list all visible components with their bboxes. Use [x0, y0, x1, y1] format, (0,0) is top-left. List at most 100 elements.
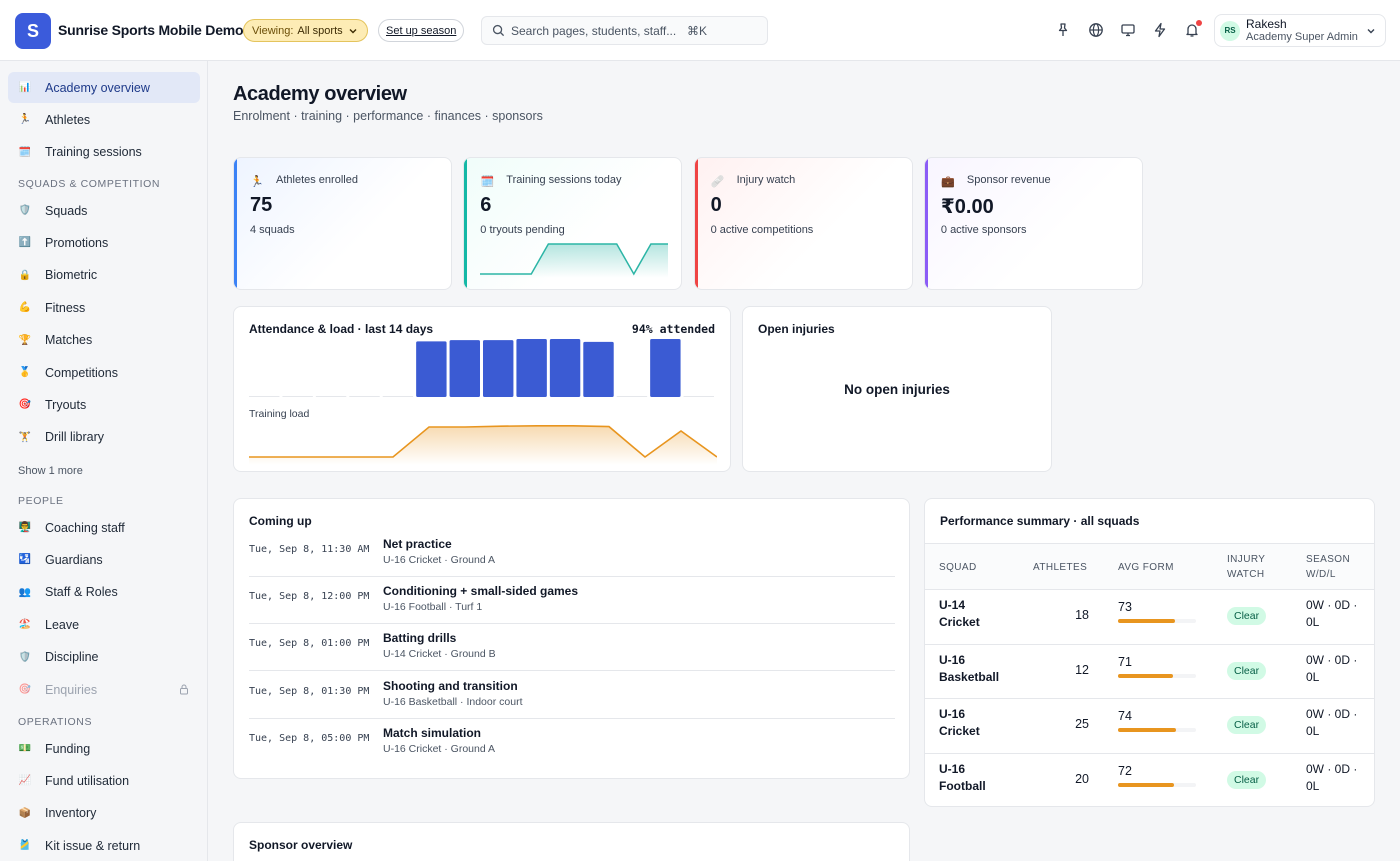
attendance-bar[interactable]	[516, 339, 547, 397]
app-logo[interactable]: S	[15, 13, 51, 49]
sidebar-item-fund-utilisation[interactable]: 📈 Fund utilisation	[8, 765, 200, 796]
open-injuries-card: Open injuries No open injuries	[742, 306, 1052, 472]
sidebar-item-biometric[interactable]: 🔒 Biometric	[8, 260, 200, 291]
event-title: Batting drills	[383, 631, 457, 646]
show-more-link[interactable]: Show 1 more	[18, 465, 83, 477]
sidebar-item-guardians[interactable]: 🛂 Guardians	[8, 544, 200, 575]
app-title[interactable]: Sunrise Sports Mobile Demo	[58, 22, 244, 38]
lock-icon	[180, 684, 188, 695]
col-squad: SQUAD	[939, 562, 977, 573]
sidebar-item-funding[interactable]: 💵 Funding	[8, 733, 200, 764]
lightning-icon[interactable]	[1151, 21, 1169, 39]
kpi-label: Sponsor revenue	[966, 174, 1051, 186]
user-menu[interactable]: RS Rakesh Academy Super Admin	[1214, 14, 1386, 47]
sidebar-item-enquiries[interactable]: 🎯 Enquiries	[8, 674, 200, 705]
sidebar-item-promotions[interactable]: ⬆️ Promotions	[8, 227, 200, 258]
sidebar-item-squads[interactable]: 🛡️ Squads	[8, 195, 200, 226]
sidebar-item-label: Squads	[45, 203, 88, 218]
sidebar-item-inventory[interactable]: 📦 Inventory	[8, 798, 200, 829]
kpi-value: 75	[250, 194, 273, 216]
status-badge: Clear	[1227, 661, 1267, 680]
sidebar-item-label: Enquiries	[45, 682, 98, 697]
sidebar-item-drill-library[interactable]: 🏋️ Drill library	[8, 422, 200, 453]
sidebar-item-leave[interactable]: 🏖️ Leave	[8, 609, 200, 640]
sidebar-item-kit-issue-return[interactable]: 🎽 Kit issue & return	[8, 830, 200, 861]
sidebar-item-staff-roles[interactable]: 👥 Staff & Roles	[8, 577, 200, 608]
page-title: Academy overview	[233, 83, 407, 105]
kit-issue-return-icon: 🎽	[18, 840, 32, 852]
sidebar-item-label: Training sessions	[45, 145, 142, 160]
globe-icon[interactable]	[1087, 21, 1105, 39]
matches-icon: 🏆	[18, 334, 32, 346]
kpi-card-training-sessions-today[interactable]: 🗓️ Training sessions today 6 0 tryouts pend…	[463, 157, 683, 290]
bell-icon[interactable]	[1183, 20, 1202, 39]
discipline-icon: 🛡️	[18, 651, 32, 663]
attendance-bar[interactable]	[650, 339, 681, 397]
kpi-subtext: 4 squads	[250, 224, 295, 236]
table-row[interactable]: U-16 Basketball 12 71 Clear 0W · 0D · 0L	[925, 643, 1374, 698]
sponsor-revenue-icon: 💼	[941, 175, 955, 188]
attendance-bar-empty	[616, 396, 648, 397]
event-time: Tue, Sep 8, 05:00 PM	[249, 732, 370, 744]
sidebar-item-discipline[interactable]: 🛡️ Discipline	[8, 642, 200, 673]
event-title: Shooting and transition	[383, 678, 518, 693]
attendance-bar[interactable]	[549, 339, 581, 397]
kpi-value: 6	[480, 194, 492, 216]
attendance-bar[interactable]	[449, 340, 480, 397]
sidebar-item-coaching-staff[interactable]: 👨‍🏫 Coaching staff	[8, 512, 200, 543]
sidebar-item-label: Coaching staff	[45, 520, 125, 535]
sidebar-item-fitness[interactable]: 💪 Fitness	[8, 292, 200, 323]
global-search[interactable]: ⌘K	[481, 16, 768, 45]
sport-filter-dropdown[interactable]: Viewing: All sports	[243, 19, 368, 42]
section-label-operations: OPERATIONS	[18, 716, 93, 728]
athletes-icon: 🏃	[18, 114, 32, 126]
setup-season-button[interactable]: Set up season	[378, 19, 465, 42]
monitor-icon[interactable]	[1119, 21, 1137, 39]
sidebar-item-matches[interactable]: 🏆 Matches	[8, 325, 200, 356]
event-time: Tue, Sep 8, 01:30 PM	[249, 685, 370, 697]
table-row[interactable]: U-16 Football 20 72 Clear 0W · 0D · 0L	[925, 752, 1374, 807]
table-row[interactable]: U-16 Cricket 25 74 Clear 0W · 0D · 0L	[925, 698, 1374, 752]
promotions-icon: ⬆️	[18, 237, 32, 249]
sparkline-line	[480, 243, 669, 276]
avg-form-bar	[1118, 673, 1196, 678]
enquiries-icon: 🎯	[18, 684, 32, 695]
staff-roles-icon: 👥	[18, 586, 32, 598]
kpi-card-injury-watch[interactable]: 🩹 Injury watch 0 0 active competitions	[693, 157, 913, 290]
event-row[interactable]: Tue, Sep 8, 01:30 PM Shooting and transit…	[249, 672, 895, 719]
tryouts-icon: 🎯	[18, 399, 32, 411]
sidebar-item-academy-overview[interactable]: 📊 Academy overview	[8, 72, 200, 103]
kpi-card-sponsor-revenue[interactable]: 💼 Sponsor revenue ₹0.00 0 active sponsors	[923, 157, 1143, 290]
training-load-chart	[249, 425, 717, 465]
event-row[interactable]: Tue, Sep 8, 11:30 AM Net practice U-16 Cri…	[249, 530, 895, 577]
sidebar-item-athletes[interactable]: 🏃 Athletes	[8, 104, 200, 135]
sport-filter-value: All sports	[297, 24, 343, 37]
sidebar-item-label: Matches	[45, 333, 93, 348]
training-sessions-icon: 🗓️	[18, 146, 32, 158]
attendance-bar[interactable]	[416, 341, 447, 397]
attendance-bar[interactable]	[483, 340, 514, 397]
col-injury-watch: INJURY WATCH	[1227, 554, 1266, 580]
event-row[interactable]: Tue, Sep 8, 12:00 PM Conditioning + small…	[249, 577, 895, 625]
sidebar-item-training-sessions[interactable]: 🗓️ Training sessions	[8, 137, 200, 168]
athletes-count: 18	[1075, 608, 1089, 622]
sidebar-item-label: Discipline	[45, 650, 99, 665]
kpi-label: Injury watch	[736, 174, 796, 186]
attendance-title: Attendance & load · last 14 days	[249, 322, 434, 336]
pin-icon[interactable]	[1054, 21, 1072, 39]
kpi-value: 0	[710, 194, 722, 216]
status-badge: Clear	[1227, 770, 1267, 789]
avg-form-fill	[1118, 673, 1174, 678]
sidebar-item-label: Fitness	[45, 300, 86, 315]
sidebar-item-tryouts[interactable]: 🎯 Tryouts	[8, 389, 200, 420]
col-athletes: ATHLETES	[1033, 562, 1088, 573]
kpi-card-athletes-enrolled[interactable]: 🏃 Athletes enrolled 75 4 squads	[233, 157, 452, 290]
event-row[interactable]: Tue, Sep 8, 01:00 PM Batting drills U-14 C…	[249, 624, 895, 672]
sidebar-item-label: Kit issue & return	[45, 838, 141, 853]
table-row[interactable]: U-14 Cricket 18 73 Clear 0W · 0D · 0L	[925, 589, 1374, 643]
search-input[interactable]	[511, 23, 751, 38]
performance-title: Performance summary · all squads	[940, 514, 1140, 528]
event-row[interactable]: Tue, Sep 8, 05:00 PM Match simulation U-16…	[249, 719, 895, 766]
attendance-bar[interactable]	[583, 341, 614, 397]
sidebar-item-competitions[interactable]: 🥇 Competitions	[8, 357, 200, 388]
